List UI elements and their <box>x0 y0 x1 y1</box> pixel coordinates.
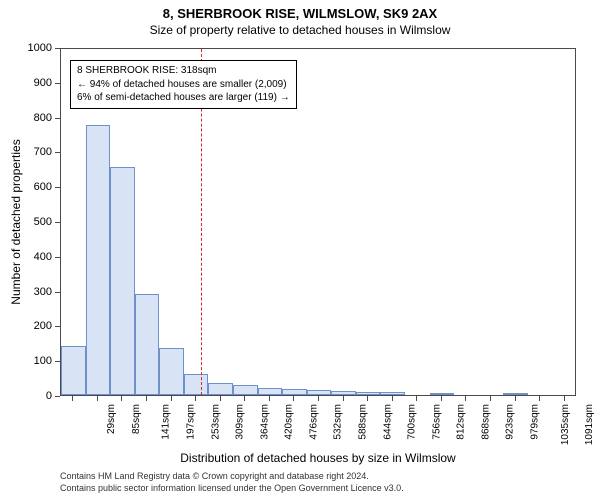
x-tick-label: 979sqm <box>530 404 541 440</box>
histogram-bar <box>307 390 332 395</box>
y-tick-label: 200 <box>0 320 52 332</box>
chart-title-address: 8, SHERBROOK RISE, WILMSLOW, SK9 2AX <box>0 0 600 21</box>
histogram-bar <box>135 294 160 395</box>
chart-subtitle: Size of property relative to detached ho… <box>0 21 600 37</box>
y-tick-label: 400 <box>0 251 52 263</box>
histogram-bar <box>61 346 86 395</box>
histogram-bar <box>110 167 135 395</box>
y-tick-label: 800 <box>0 112 52 124</box>
x-tick-label: 644sqm <box>382 404 393 440</box>
x-tick-label: 812sqm <box>456 404 467 440</box>
histogram-bar <box>356 392 381 395</box>
x-tick-label: 923sqm <box>505 404 516 440</box>
x-tick-label: 309sqm <box>235 404 246 440</box>
annotation-line-1: 8 SHERBROOK RISE: 318sqm <box>77 64 290 78</box>
annotation-line-3: 6% of semi-detached houses are larger (1… <box>77 91 290 105</box>
histogram-bar <box>233 385 258 395</box>
y-tick-label: 100 <box>0 355 52 367</box>
y-tick-label: 600 <box>0 181 52 193</box>
x-tick-label: 364sqm <box>259 404 270 440</box>
x-tick-label: 868sqm <box>480 404 491 440</box>
y-tick-label: 700 <box>0 146 52 158</box>
x-tick-label: 29sqm <box>106 404 117 434</box>
histogram-bar <box>331 391 356 395</box>
y-tick-label: 900 <box>0 77 52 89</box>
histogram-bar <box>503 393 528 395</box>
x-tick-label: 197sqm <box>186 404 197 440</box>
x-tick-label: 700sqm <box>407 404 418 440</box>
footer-line-1: Contains HM Land Registry data © Crown c… <box>60 471 404 483</box>
annotation-box: 8 SHERBROOK RISE: 318sqm ← 94% of detach… <box>70 60 297 109</box>
y-tick-label: 1000 <box>0 42 52 54</box>
histogram-bar <box>282 389 307 395</box>
x-axis-label: Distribution of detached houses by size … <box>60 451 576 465</box>
y-tick-label: 300 <box>0 286 52 298</box>
footer-line-2: Contains public sector information licen… <box>60 483 404 495</box>
x-tick-label: 85sqm <box>131 404 142 434</box>
histogram-bar <box>86 125 111 395</box>
histogram-bar <box>159 348 184 395</box>
y-tick-label: 500 <box>0 216 52 228</box>
x-tick-label: 1035sqm <box>560 404 571 445</box>
x-tick-label: 253sqm <box>210 404 221 440</box>
x-tick-label: 141sqm <box>161 404 172 440</box>
y-tick-label: 0 <box>0 390 52 402</box>
annotation-line-2: ← 94% of detached houses are smaller (2,… <box>77 78 290 92</box>
x-tick-label: 420sqm <box>284 404 295 440</box>
x-tick-label: 588sqm <box>358 404 369 440</box>
histogram-bar <box>258 388 283 395</box>
x-tick-label: 476sqm <box>308 404 319 440</box>
chart-container: { "title_line1": "8, SHERBROOK RISE, WIL… <box>0 0 600 500</box>
histogram-bar <box>184 374 209 395</box>
footer-attribution: Contains HM Land Registry data © Crown c… <box>60 471 404 494</box>
x-tick-label: 1091sqm <box>584 404 595 445</box>
x-tick-label: 532sqm <box>333 404 344 440</box>
histogram-bar <box>380 392 405 395</box>
x-tick-label: 756sqm <box>431 404 442 440</box>
histogram-bar <box>430 393 455 395</box>
histogram-bar <box>208 383 233 395</box>
